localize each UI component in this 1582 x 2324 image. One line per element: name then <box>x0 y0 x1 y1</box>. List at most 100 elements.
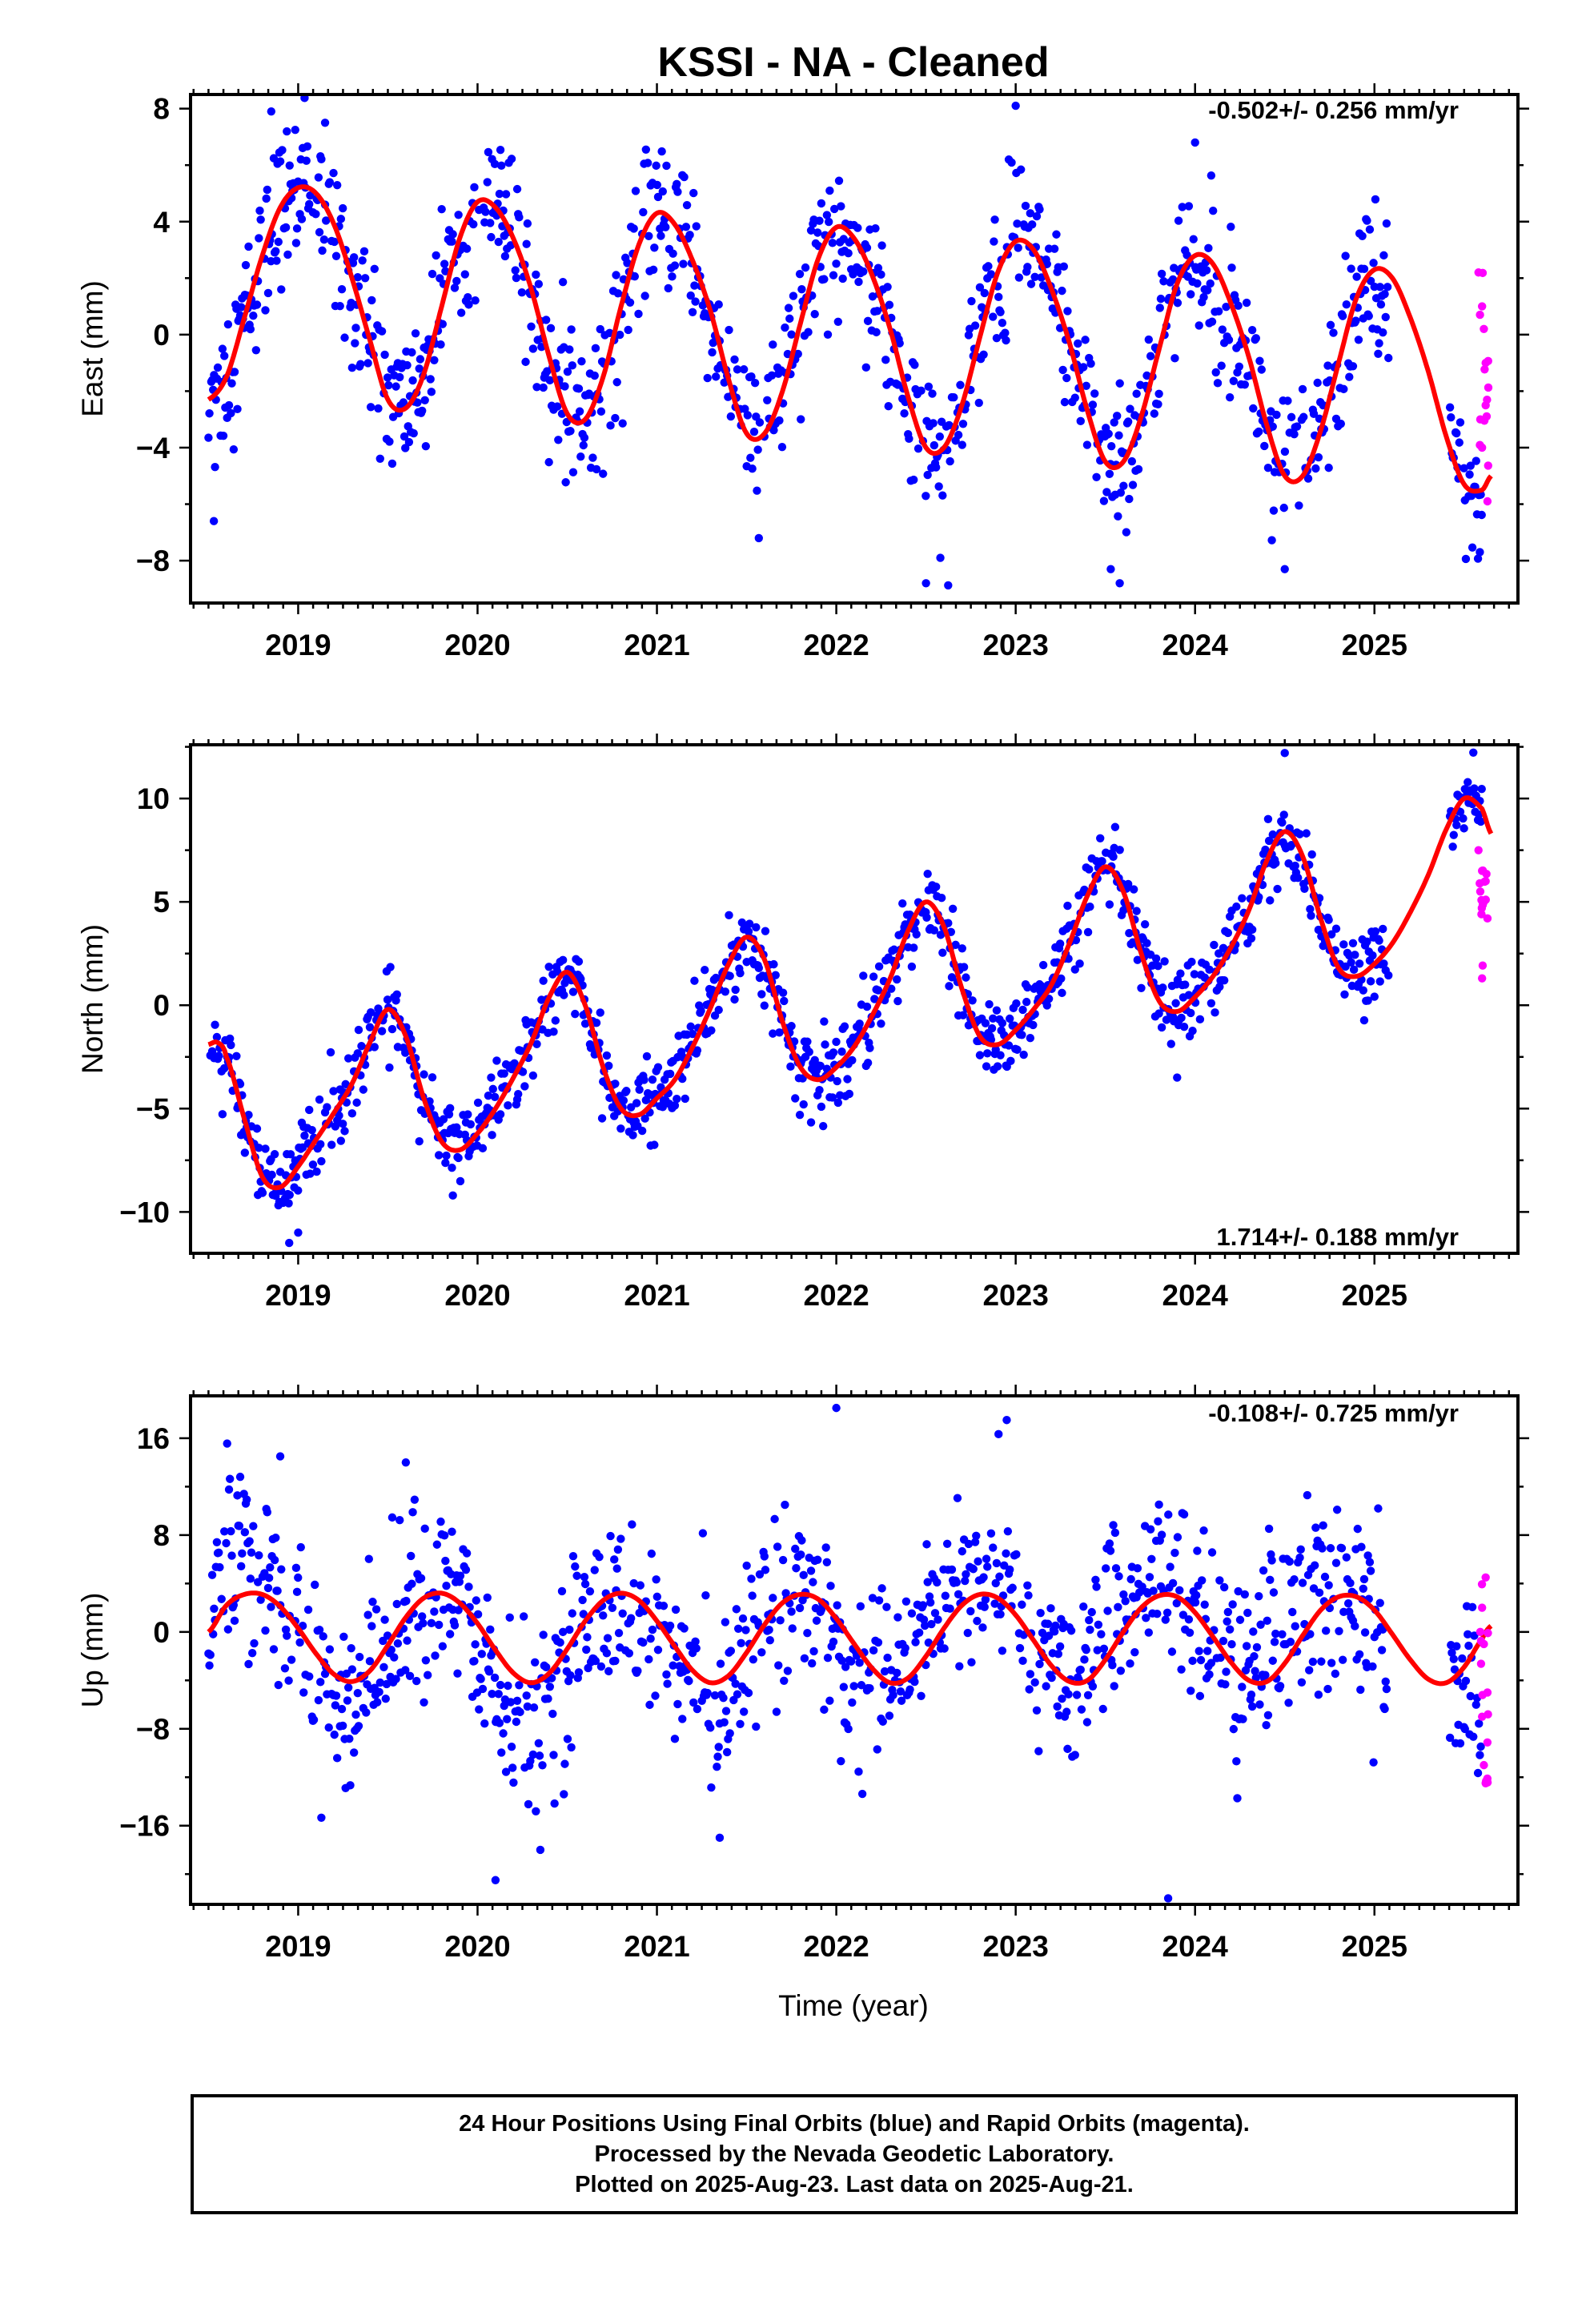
final-orbit-point <box>286 1150 295 1159</box>
final-orbit-point <box>255 1550 263 1560</box>
final-orbit-point <box>1104 429 1113 438</box>
final-orbit-point <box>1326 320 1335 330</box>
final-orbit-point <box>873 1745 881 1754</box>
final-orbit-point <box>1371 195 1380 204</box>
final-orbit-point <box>464 1582 473 1591</box>
final-orbit-point <box>817 199 826 208</box>
final-orbit-point <box>1214 307 1223 316</box>
final-orbit-point <box>1271 1629 1280 1638</box>
final-orbit-point <box>317 1813 326 1823</box>
final-orbit-point <box>1278 1630 1287 1638</box>
final-orbit-point <box>1247 925 1257 935</box>
final-orbit-point <box>1473 1768 1483 1778</box>
final-orbit-point <box>964 331 974 340</box>
final-orbit-point <box>1476 1742 1485 1751</box>
final-orbit-point <box>1464 1630 1472 1639</box>
final-orbit-point <box>974 1557 982 1566</box>
final-orbit-point <box>781 323 789 332</box>
final-orbit-point <box>907 1609 917 1618</box>
final-orbit-point <box>1232 902 1241 911</box>
final-orbit-point <box>402 1596 411 1606</box>
final-orbit-point <box>1195 1015 1205 1024</box>
final-orbit-point <box>347 1643 355 1653</box>
final-orbit-point <box>462 244 472 253</box>
final-orbit-point <box>1055 939 1065 948</box>
final-orbit-point <box>370 264 379 273</box>
final-orbit-point <box>354 1025 363 1035</box>
final-orbit-point <box>634 309 643 319</box>
final-orbit-point <box>816 1061 825 1071</box>
final-orbit-point <box>975 283 985 292</box>
final-orbit-point <box>741 404 749 413</box>
final-orbit-point <box>415 364 424 373</box>
final-orbit-point <box>1206 279 1215 288</box>
final-orbit-point <box>752 1722 761 1731</box>
final-orbit-point <box>1173 1073 1182 1082</box>
final-orbit-point <box>1002 1416 1011 1425</box>
final-orbit-point <box>632 1099 641 1108</box>
final-orbit-point <box>855 1019 864 1028</box>
final-orbit-point <box>1382 1684 1391 1694</box>
final-orbit-point <box>1106 565 1115 573</box>
final-orbit-point <box>813 228 822 237</box>
final-orbit-point <box>857 1789 867 1799</box>
final-orbit-point <box>1057 974 1066 983</box>
final-orbit-point <box>1161 1615 1170 1624</box>
final-orbit-point <box>865 1683 874 1693</box>
final-orbit-point <box>545 1683 555 1691</box>
final-orbit-point <box>784 304 793 312</box>
final-orbit-point <box>227 1551 236 1560</box>
final-orbit-point <box>488 1084 497 1094</box>
final-orbit-point <box>527 322 536 332</box>
final-orbit-point <box>923 869 932 879</box>
final-orbit-point <box>505 1613 514 1622</box>
final-orbit-point <box>1146 1525 1155 1534</box>
final-orbit-point <box>945 982 954 991</box>
final-orbit-point <box>206 1651 215 1659</box>
final-orbit-point <box>944 581 953 590</box>
final-orbit-point <box>873 307 881 316</box>
final-orbit-point <box>624 325 632 335</box>
final-orbit-point <box>857 1681 866 1690</box>
final-orbit-point <box>347 1109 357 1118</box>
final-orbit-point <box>306 191 315 200</box>
final-orbit-point <box>763 396 772 404</box>
final-orbit-point <box>1375 283 1384 292</box>
final-orbit-point <box>747 372 756 381</box>
final-orbit-point <box>1058 988 1066 998</box>
final-orbit-point <box>968 996 977 1005</box>
final-orbit-point <box>986 1529 996 1538</box>
final-orbit-point <box>331 1701 340 1710</box>
final-orbit-point <box>1110 1528 1120 1538</box>
final-orbit-point <box>434 1151 444 1160</box>
final-orbit-point <box>821 1040 829 1049</box>
final-orbit-point <box>500 251 510 261</box>
final-orbit-point <box>1448 842 1457 851</box>
final-orbit-point <box>426 375 435 384</box>
final-orbit-point <box>678 1715 687 1723</box>
final-orbit-point <box>554 436 563 444</box>
final-orbit-point <box>884 401 893 411</box>
final-orbit-point <box>1173 299 1182 308</box>
final-orbit-point <box>907 962 917 971</box>
final-orbit-point <box>1288 1607 1297 1617</box>
final-orbit-point <box>1154 389 1163 398</box>
final-orbit-point <box>1070 393 1079 402</box>
final-orbit-point <box>1351 1622 1359 1630</box>
final-orbit-point <box>1470 784 1479 793</box>
final-orbit-point <box>442 1582 451 1590</box>
final-orbit-point <box>1357 1542 1366 1551</box>
final-orbit-point <box>541 1663 551 1671</box>
final-orbit-point <box>523 1702 532 1711</box>
final-orbit-point <box>343 1054 353 1063</box>
final-orbit-point <box>1001 328 1010 337</box>
final-orbit-point <box>574 1668 584 1677</box>
final-orbit-point <box>1193 279 1202 288</box>
final-orbit-point <box>611 413 620 423</box>
final-orbit-point <box>416 1574 426 1582</box>
x-tick-label: 2022 <box>803 1279 869 1312</box>
final-orbit-point <box>500 1069 508 1078</box>
final-orbit-point <box>1269 1588 1279 1597</box>
rapid-orbit-point <box>1476 1627 1485 1637</box>
